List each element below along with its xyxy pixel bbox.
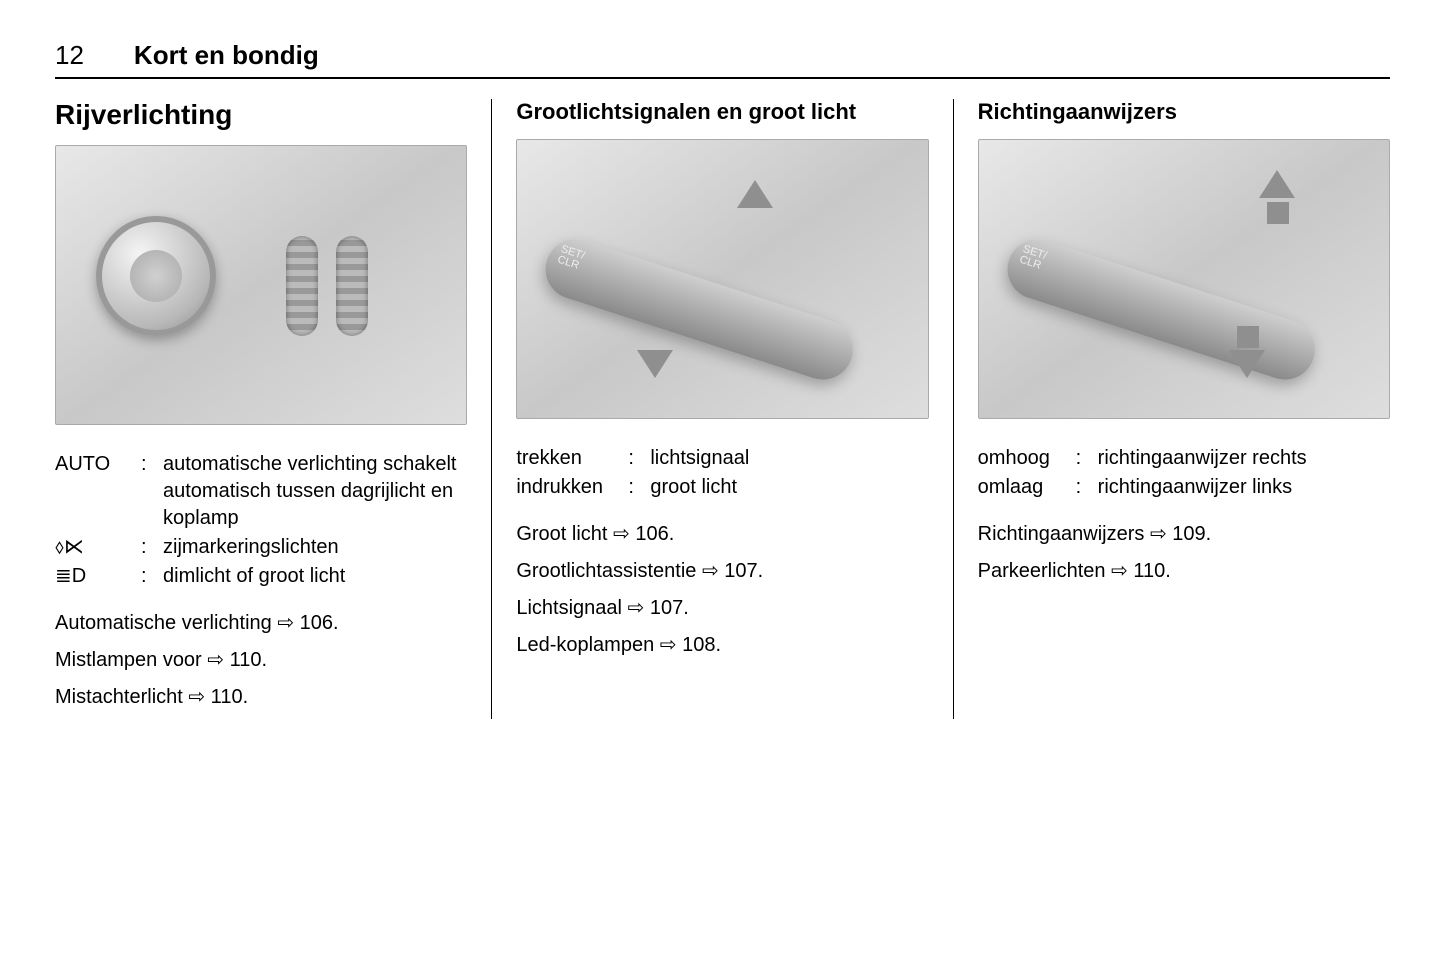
definition-separator: : [141,534,155,561]
definition-value: lichtsignaal [650,445,928,472]
definition-row: AUTO : automatische verlichting schakelt… [55,451,467,532]
definition-value: richtingaanwijzer links [1098,474,1390,501]
thumbwheel-icon [336,236,368,336]
definition-separator: : [1076,474,1090,501]
definition-list: omhoog : richtingaanwijzer rechts omlaag… [978,445,1390,501]
paragraph: Parkeerlichten ⇨ 110. [978,556,1390,587]
definition-value: zijmarkeringslichten [163,534,467,561]
figure-stalk-turn [978,139,1390,419]
stalk-icon [999,231,1322,387]
definition-row: trekken : lichtsignaal [516,445,928,472]
definition-separator: : [628,474,642,501]
stalk-icon [538,231,861,387]
definition-row: ≣D : dimlicht of groot licht [55,563,467,590]
definition-key: omlaag [978,474,1068,501]
paragraph: Grootlichtassistentie ⇨ 107. [516,556,928,587]
definition-value: automatische verlichting schakelt automa… [163,451,467,532]
section-title: Richtingaanwijzers [978,99,1390,125]
definition-separator: : [628,445,642,472]
definition-key: indrukken [516,474,620,501]
paragraph: Led-koplampen ⇨ 108. [516,630,928,661]
definition-list: AUTO : automatische verlichting schakelt… [55,451,467,590]
column-2: Grootlichtsignalen en groot licht trekke… [491,99,952,719]
column-3: Richtingaanwijzers omhoog : richtingaanw… [953,99,1390,719]
definition-row: indrukken : groot licht [516,474,928,501]
paragraph: Groot licht ⇨ 106. [516,519,928,550]
definition-row: omlaag : richtingaanwijzer links [978,474,1390,501]
arrow-down-icon [1229,350,1265,378]
definition-value: richtingaanwijzer rechts [1098,445,1390,472]
figure-stalk-pull [516,139,928,419]
definition-list: trekken : lichtsignaal indrukken : groot… [516,445,928,501]
definition-value: dimlicht of groot licht [163,563,467,590]
section-title: Grootlichtsignalen en groot licht [516,99,928,125]
definition-separator: : [141,451,155,532]
arrow-up-icon [737,180,773,208]
paragraph: Lichtsignaal ⇨ 107. [516,593,928,624]
arrow-down-icon [637,350,673,378]
lowbeam-icon: ≣D [55,563,133,590]
chapter-title: Kort en bondig [134,40,319,71]
definition-value: groot licht [650,474,928,501]
arrow-tail-icon [1267,202,1289,224]
paragraph: Mistachterlicht ⇨ 110. [55,682,467,713]
arrow-up-icon [1259,170,1295,198]
sidelight-icon: ⬨⋉ [55,534,133,561]
definition-key: omhoog [978,445,1068,472]
section-title: Rijverlichting [55,99,467,131]
definition-key: AUTO [55,451,133,532]
content-columns: Rijverlichting AUTO : automatische verli… [55,99,1390,719]
paragraph: Automatische verlichting ⇨ 106. [55,608,467,639]
page-number: 12 [55,40,84,71]
thumbwheel-icon [286,236,318,336]
column-1: Rijverlichting AUTO : automatische verli… [55,99,491,719]
definition-row: omhoog : richtingaanwijzer rechts [978,445,1390,472]
definition-key: trekken [516,445,620,472]
paragraph: Mistlampen voor ⇨ 110. [55,645,467,676]
arrow-tail-icon [1237,326,1259,348]
figure-light-switch [55,145,467,425]
paragraph: Richtingaanwijzers ⇨ 109. [978,519,1390,550]
dial-icon [96,216,216,336]
page-header: 12 Kort en bondig [55,40,1390,79]
definition-separator: : [141,563,155,590]
definition-separator: : [1076,445,1090,472]
definition-row: ⬨⋉ : zijmarkeringslichten [55,534,467,561]
